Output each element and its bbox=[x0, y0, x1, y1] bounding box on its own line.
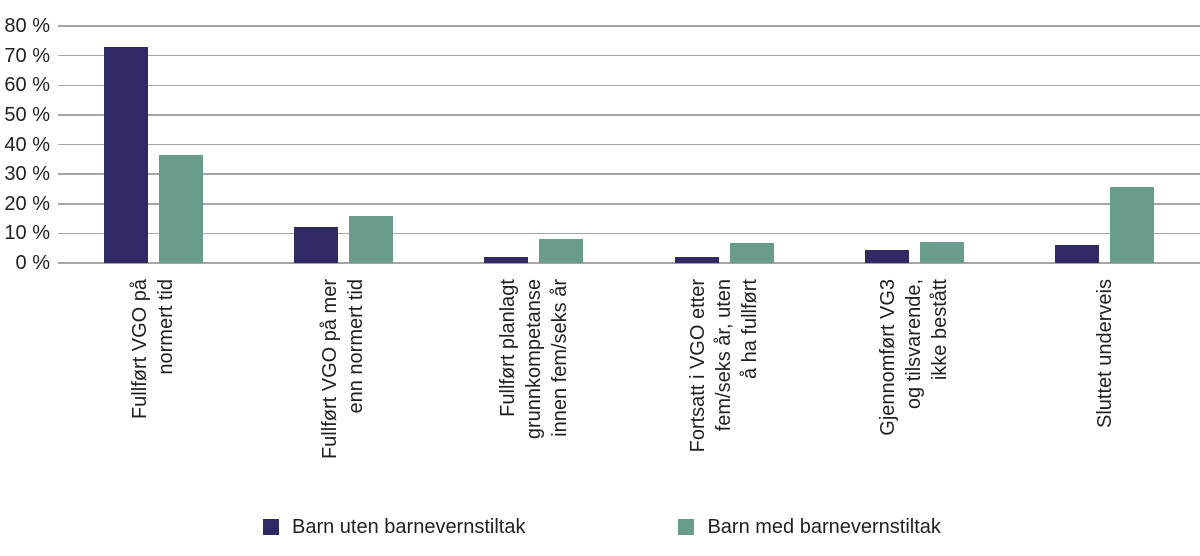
x-axis: Fullført VGO på normert tid Fullført VGO … bbox=[58, 279, 1200, 484]
bar-series1-cat1 bbox=[103, 47, 148, 263]
gridline-20 bbox=[58, 203, 1200, 205]
bar-series1-cat4 bbox=[674, 256, 719, 263]
x-category-label-2: Fullført VGO på mer enn normert tid bbox=[319, 279, 368, 460]
bar-series1-cat2 bbox=[293, 226, 338, 263]
legend: Barn uten barnevernstiltak Barn med barne… bbox=[263, 517, 941, 537]
legend-swatch-icon bbox=[263, 519, 279, 535]
y-tick-label-50: 50 % bbox=[4, 103, 50, 126]
gridline-80 bbox=[58, 25, 1200, 27]
x-category-cell-2: Fullført VGO på mer enn normert tid bbox=[248, 279, 438, 484]
bar-series2-cat2 bbox=[348, 216, 393, 263]
x-category-cell-1: Fullført VGO på normert tid bbox=[58, 279, 248, 484]
y-tick-label-60: 60 % bbox=[4, 74, 50, 97]
bar-group-5 bbox=[819, 26, 1009, 263]
x-category-label-6: Sluttet underveis bbox=[1093, 279, 1116, 428]
legend-label: Barn med barnevernstiltak bbox=[707, 516, 941, 538]
bar-series2-cat6 bbox=[1110, 187, 1155, 263]
y-tick-label-80: 80 % bbox=[4, 15, 50, 37]
bar-series2-cat1 bbox=[158, 154, 203, 263]
gridline-70 bbox=[58, 54, 1200, 57]
x-category-label-3: Fullført planlagt grunnkompetanse innen … bbox=[496, 279, 571, 440]
bar-series1-cat5 bbox=[864, 249, 909, 263]
y-tick-label-20: 20 % bbox=[4, 192, 50, 215]
bar-series1-cat6 bbox=[1055, 244, 1100, 263]
y-tick-label-30: 30 % bbox=[4, 163, 50, 186]
gridline-0 bbox=[58, 262, 1200, 264]
x-category-cell-3: Fullført planlagt grunnkompetanse innen … bbox=[439, 279, 629, 484]
legend-label: Barn uten barnevernstiltak bbox=[292, 516, 526, 538]
bar-series2-cat3 bbox=[539, 239, 584, 263]
y-tick-label-0: 0 % bbox=[15, 252, 50, 274]
gridline-30 bbox=[58, 173, 1200, 175]
bar-series2-cat4 bbox=[729, 242, 774, 263]
gridline-60 bbox=[58, 84, 1200, 86]
bar-series1-cat3 bbox=[484, 257, 529, 263]
gridline-50 bbox=[58, 114, 1200, 116]
bar-group-1 bbox=[58, 26, 248, 263]
gridline-40 bbox=[58, 143, 1200, 146]
y-tick-label-10: 10 % bbox=[4, 222, 50, 245]
bar-series2-cat5 bbox=[919, 242, 964, 263]
y-axis: 80 % 70 % 60 % 50 % 40 % 30 % 20 % 10 % 0 % bbox=[0, 16, 50, 273]
x-category-cell-6: Sluttet underveis bbox=[1010, 279, 1200, 484]
bar-group-4 bbox=[629, 26, 819, 263]
legend-swatch-icon bbox=[678, 519, 695, 535]
x-category-label-1: Fullført VGO på normert tid bbox=[129, 279, 178, 420]
bar-group-3 bbox=[439, 26, 629, 263]
bars-layer bbox=[58, 26, 1200, 263]
x-category-cell-5: Gjennomført VG3 og tilsvarende, ikke bes… bbox=[819, 279, 1009, 484]
y-tick-label-70: 70 % bbox=[4, 44, 50, 67]
x-category-cell-4: Fortsatt i VGO etter fem/seks år, uten å… bbox=[629, 279, 819, 484]
gridline-10 bbox=[58, 232, 1200, 235]
bar-group-2 bbox=[248, 26, 438, 263]
bar-group-6 bbox=[1010, 26, 1200, 263]
x-category-label-4: Fortsatt i VGO etter fem/seks år, uten å… bbox=[687, 279, 762, 453]
legend-item-2: Barn med barnevernstiltak bbox=[678, 516, 941, 538]
legend-item-1: Barn uten barnevernstiltak bbox=[263, 517, 525, 537]
x-category-label-5: Gjennomført VG3 og tilsvarende, ikke bes… bbox=[877, 279, 952, 436]
y-tick-label-40: 40 % bbox=[4, 133, 50, 156]
plot-area bbox=[58, 25, 1200, 264]
